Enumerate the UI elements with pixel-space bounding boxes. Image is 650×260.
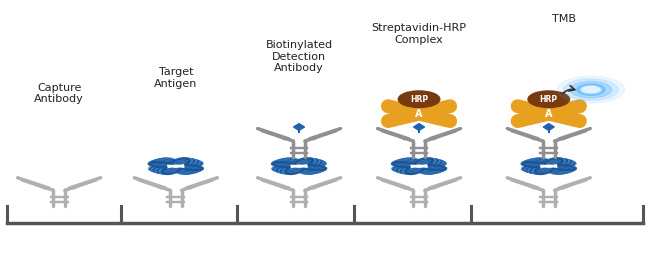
Polygon shape [294, 124, 305, 130]
Polygon shape [413, 124, 424, 130]
Text: HRP: HRP [540, 95, 558, 104]
Circle shape [570, 81, 612, 98]
Text: TMB: TMB [552, 14, 576, 24]
Text: Streptavidin-HRP
Complex: Streptavidin-HRP Complex [372, 23, 467, 45]
Text: Target
Antigen: Target Antigen [154, 67, 198, 89]
Text: Capture
Antibody: Capture Antibody [34, 82, 84, 104]
Polygon shape [543, 124, 554, 130]
Circle shape [577, 84, 605, 95]
Circle shape [398, 91, 440, 107]
Circle shape [528, 91, 569, 107]
Text: A: A [415, 109, 423, 119]
Circle shape [564, 79, 618, 101]
Text: HRP: HRP [410, 95, 428, 104]
Circle shape [557, 76, 625, 103]
Circle shape [580, 86, 601, 94]
Text: Biotinylated
Detection
Antibody: Biotinylated Detection Antibody [265, 40, 333, 73]
Text: A: A [545, 109, 552, 119]
